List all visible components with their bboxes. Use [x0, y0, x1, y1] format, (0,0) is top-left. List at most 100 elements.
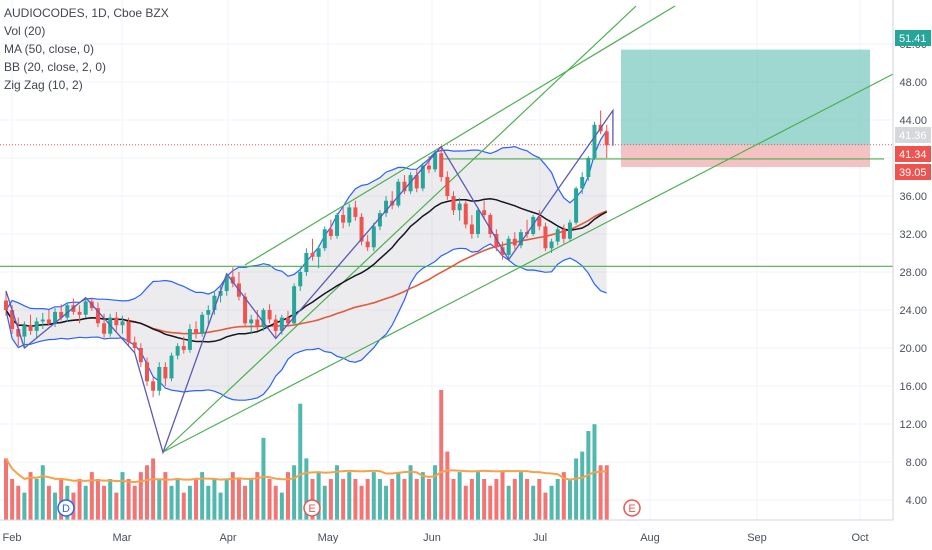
volume-bar	[218, 492, 223, 520]
volume-bar	[298, 403, 303, 520]
candle-body	[181, 346, 186, 350]
time-tick-label: Apr	[219, 532, 236, 544]
candle-body	[34, 321, 39, 331]
volume-bar	[371, 472, 376, 520]
candle-body	[65, 305, 70, 318]
volume-bar	[46, 485, 51, 520]
volume-bar	[114, 492, 119, 520]
candle-body	[371, 226, 376, 248]
volume-bar	[132, 485, 137, 520]
candle-body	[341, 215, 346, 223]
candle-body	[28, 325, 33, 331]
time-axis-bg	[0, 520, 932, 550]
candle-body	[488, 215, 493, 234]
volume-bar	[476, 472, 481, 520]
volume-bar	[108, 478, 113, 520]
candle-body	[469, 224, 474, 234]
price-tag-label: 41.36	[899, 130, 927, 142]
candle-body	[359, 216, 364, 242]
candle-body	[335, 215, 340, 236]
time-tick-label: Mar	[113, 532, 132, 544]
price-tick-label: 12.00	[899, 419, 927, 431]
volume-bar	[22, 492, 27, 520]
volume-bar	[53, 492, 58, 520]
volume-bar	[206, 485, 211, 520]
indicator-zigzag[interactable]: Zig Zag (10, 2)	[4, 78, 83, 92]
volume-bar	[316, 472, 321, 520]
volume-bar	[163, 472, 168, 520]
price-tick-label: 44.00	[899, 115, 927, 127]
volume-bar	[482, 478, 487, 520]
volume-bar	[157, 478, 162, 520]
volume-bar	[525, 478, 530, 520]
candle-body	[95, 308, 100, 324]
indicator-ma[interactable]: MA (50, close, 0)	[4, 42, 95, 56]
candle-body	[194, 329, 199, 334]
volume-bar	[390, 478, 395, 520]
position-zones	[621, 49, 870, 168]
price-tag-bg	[895, 146, 931, 162]
stop-zone	[621, 145, 870, 168]
marker-circle	[57, 499, 75, 517]
volume-bar	[341, 478, 346, 520]
candle-body	[200, 314, 205, 334]
earnings-marker: D	[57, 499, 75, 517]
candle-body	[377, 213, 382, 227]
candle-body	[402, 181, 407, 192]
volume-bar	[580, 451, 585, 520]
candle-body	[310, 253, 315, 257]
indicator-bb[interactable]: BB (20, close, 2, 0)	[4, 60, 107, 74]
volume-bar	[59, 478, 64, 520]
time-tick-label: Oct	[851, 532, 868, 544]
volume-bar	[236, 478, 241, 520]
candle-body	[212, 295, 217, 310]
volume-bar	[102, 485, 107, 520]
volume-bar	[377, 478, 382, 520]
volume-bar	[304, 458, 309, 520]
candle-body	[273, 319, 278, 331]
chart-grid	[0, 0, 893, 520]
volume-bar	[126, 478, 131, 520]
candle-body	[322, 229, 327, 249]
chart-legend: AUDIOCODES, 1D, Cboe BZX Vol (20) MA (50…	[4, 4, 169, 94]
price-axis[interactable]: 4.00 8.00 12.00 16.00 20.00 24.00 28.00 32.00 36…	[892, 0, 932, 550]
volume-bar	[285, 472, 290, 520]
price-tick-label: 36.00	[899, 191, 927, 203]
volume-bar	[512, 478, 517, 520]
volume-bar	[494, 478, 499, 520]
volume-bar	[95, 478, 100, 520]
volume-bar	[488, 485, 493, 520]
volume-bar	[249, 478, 254, 520]
marker-label: D	[62, 503, 70, 515]
indicator-volume[interactable]: Vol (20)	[4, 24, 46, 38]
candle-body	[426, 165, 431, 170]
candle-body	[451, 196, 456, 211]
candle-body	[408, 175, 413, 192]
price-tag-label: 39.05	[899, 167, 927, 179]
candle-body	[298, 272, 303, 287]
candle-body	[279, 317, 284, 331]
volume-bar	[518, 472, 523, 520]
volume-bar	[414, 478, 419, 520]
volume-bar	[396, 472, 401, 520]
volume-bar	[335, 465, 340, 520]
volume-bar	[175, 478, 180, 520]
candle-body	[102, 323, 107, 334]
symbol-title[interactable]: AUDIOCODES, 1D, Cboe BZX	[4, 6, 169, 20]
volume-bar	[28, 472, 33, 520]
time-axis[interactable]: Feb Mar Apr May Jun Jul Aug Sep Oct	[0, 519, 932, 550]
time-tick-label: Sep	[747, 532, 767, 544]
candle-body	[53, 311, 58, 324]
volume-ma-line	[5, 457, 607, 484]
price-tick-label: 20.00	[899, 343, 927, 355]
price-tag-label: 51.41	[899, 33, 927, 45]
volume-bar	[537, 478, 542, 520]
volume-bar	[169, 485, 174, 520]
volume-bar	[10, 478, 15, 520]
price-tag-bg	[895, 30, 931, 46]
zigzag-line	[5, 108, 614, 455]
ma-black-line	[5, 198, 608, 343]
volume-bar	[457, 472, 462, 520]
